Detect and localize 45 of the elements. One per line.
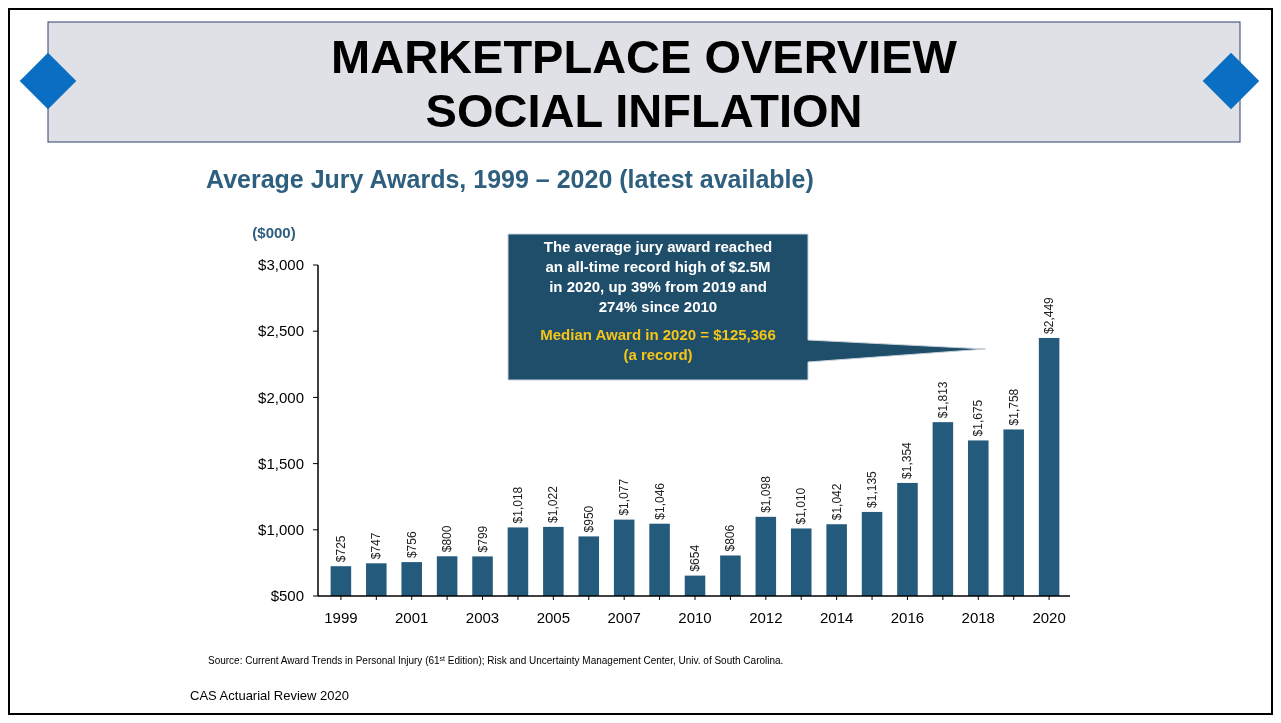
- x-tick-label: 2020: [1032, 609, 1066, 626]
- y-tick-label: $1,500: [258, 454, 304, 472]
- y-tick-label: $1,000: [258, 521, 304, 539]
- data-label: $1,046: [652, 482, 667, 520]
- data-label: $747: [369, 532, 384, 560]
- source-note: Source: Current Award Trends in Personal Injury (61$^{st}$ Edition); Risk and Uncertainty Management Center, Univ. of South Carolina.: [208, 654, 784, 666]
- chart-subtitle: Average Jury Awards, 1999 – 2020 (latest available): [206, 165, 814, 193]
- data-label: $756: [404, 531, 419, 559]
- x-tick-label: 2016: [890, 609, 925, 626]
- data-label: $1,042: [829, 483, 844, 521]
- data-label: $1,354: [900, 441, 915, 479]
- y-tick-label: $3,000: [258, 256, 304, 274]
- data-label: $1,813: [935, 381, 950, 419]
- y-axis-title: ($000): [252, 224, 296, 241]
- y-tick-label: $2,500: [258, 322, 304, 340]
- data-label: $1,675: [971, 399, 986, 437]
- data-label: $1,018: [510, 486, 525, 524]
- annotation: The average jury award reached an all-time record high of $2.5M in 2020, up 39% from 2019 and 274% since 2010: [543, 238, 773, 315]
- x-tick-label: 2003: [465, 609, 500, 626]
- data-label: $1,758: [1006, 388, 1021, 426]
- x-tick-label: 1999: [324, 609, 358, 626]
- data-label: $800: [440, 525, 455, 553]
- x-tick-label: 2018: [961, 609, 995, 626]
- data-label: $1,010: [794, 487, 809, 525]
- data-label: $654: [688, 544, 702, 572]
- y-tick-label: $500: [270, 587, 304, 605]
- x-tick-label: 2001: [395, 609, 429, 626]
- x-tick-label: 2005: [536, 609, 571, 626]
- data-label: $1,022: [546, 485, 561, 523]
- x-tick-label: 2014: [819, 609, 854, 626]
- y-tick-label: $2,000: [258, 388, 304, 406]
- x-tick-label: 2007: [607, 609, 641, 626]
- chart-title: MARKETPLACE OVERVIEW SOCIAL INFLATION: [331, 30, 958, 137]
- data-label: $1,077: [617, 478, 632, 516]
- text: CAS Actuarial Review 2020: [190, 688, 349, 703]
- data-label: $1,135: [865, 470, 880, 508]
- x-tick-label: 2012: [749, 609, 783, 626]
- data-label: $2,449: [1042, 296, 1057, 334]
- data-label: $806: [723, 524, 738, 552]
- x-tick-label: 2010: [678, 609, 712, 626]
- annotation: Median Award in 2020 = $125,366 (a record): [540, 326, 776, 363]
- data-label: $950: [581, 505, 596, 533]
- data-label: $799: [475, 525, 490, 553]
- data-label: $725: [333, 535, 348, 563]
- data-label: $1,098: [758, 475, 773, 513]
